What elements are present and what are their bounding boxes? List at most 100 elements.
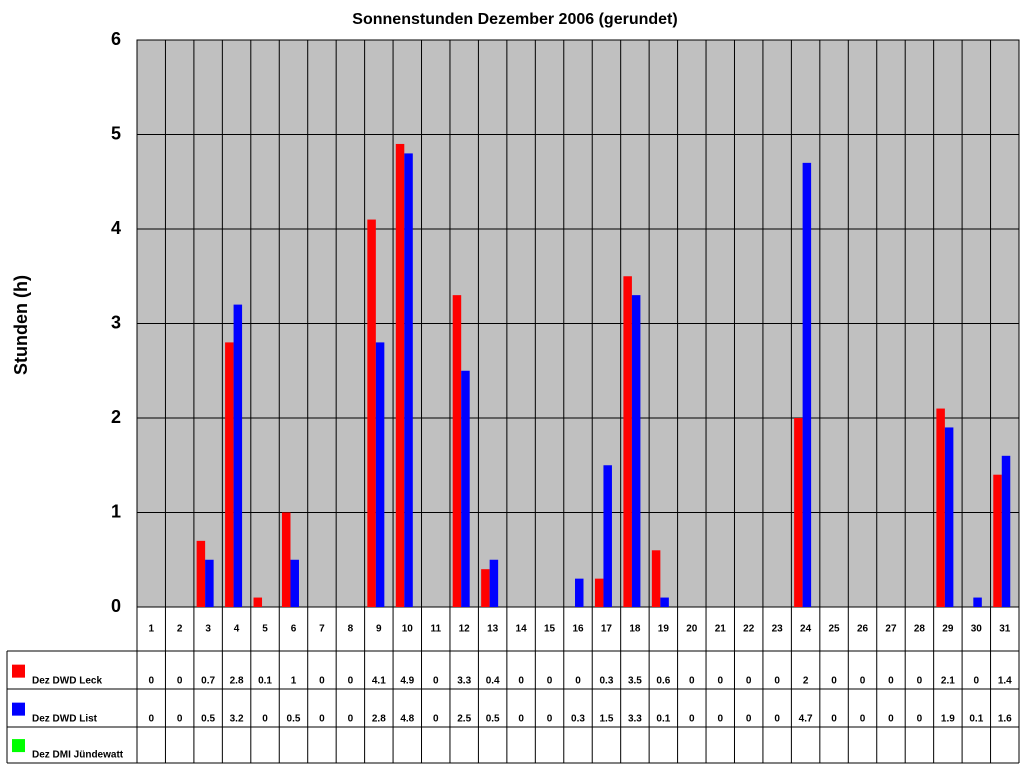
x-tick-label: 6 (291, 624, 297, 635)
table-value: 3.2 (230, 713, 244, 724)
legend-label: Dez DWD Leck (32, 675, 102, 686)
table-value: 0 (746, 713, 752, 724)
bar (481, 569, 490, 607)
x-tick-label: 10 (402, 624, 414, 635)
x-tick-label: 1 (148, 624, 154, 635)
y-tick-label: 0 (111, 596, 121, 616)
y-tick-label: 6 (111, 29, 121, 49)
legend-key (12, 664, 25, 678)
bar (290, 559, 299, 607)
bar (623, 276, 632, 607)
y-tick-label: 5 (111, 123, 121, 143)
table-value: 2 (803, 675, 809, 686)
bar (281, 512, 291, 607)
table-value: 1.9 (941, 713, 955, 724)
table-value: 0 (831, 713, 837, 724)
table-value: 0 (319, 675, 325, 686)
x-tick-label: 29 (942, 624, 954, 635)
table-value: 0.1 (258, 675, 272, 686)
x-tick-label: 19 (658, 624, 670, 635)
legend-label: Dez DWD List (32, 713, 98, 724)
table-value: 0.1 (969, 713, 983, 724)
table-value: 0 (575, 675, 581, 686)
bar (936, 408, 945, 607)
legend-key (12, 702, 25, 716)
x-tick-label: 15 (544, 624, 556, 635)
table-value: 0 (148, 713, 154, 724)
table-value: 2.5 (457, 713, 471, 724)
table-value: 1.4 (998, 675, 1012, 686)
table-value: 0 (974, 675, 980, 686)
table-value: 0 (689, 675, 695, 686)
bar (794, 418, 803, 607)
table-value: 0.1 (656, 713, 670, 724)
table-value: 3.3 (628, 713, 642, 724)
y-tick-label: 2 (111, 407, 121, 427)
x-tick-label: 13 (487, 624, 499, 635)
x-tick-label: 17 (601, 624, 613, 635)
table-value: 0.5 (201, 713, 215, 724)
bar (225, 342, 234, 607)
table-value: 0 (831, 675, 837, 686)
table-value: 0.6 (656, 675, 670, 686)
table-value: 3.3 (457, 675, 471, 686)
table-value: 0 (774, 713, 780, 724)
x-tick-label: 30 (971, 624, 983, 635)
table-value: 0 (689, 713, 695, 724)
bar (651, 550, 661, 607)
x-tick-label: 16 (572, 624, 584, 635)
table-value: 0 (917, 713, 923, 724)
x-tick-label: 24 (800, 624, 812, 635)
bar (944, 427, 954, 607)
table-value: 0.5 (287, 713, 301, 724)
x-tick-label: 21 (715, 624, 727, 635)
bar (395, 143, 405, 607)
bar (594, 578, 604, 607)
table-value: 0 (348, 713, 354, 724)
bar (205, 559, 214, 607)
table-value: 0 (888, 713, 894, 724)
table-value: 0 (319, 713, 325, 724)
x-tick-label: 2 (177, 624, 183, 635)
y-tick-label: 4 (111, 218, 121, 238)
bar (575, 578, 584, 607)
bar (631, 295, 641, 607)
bar (404, 153, 413, 607)
x-tick-label: 12 (459, 624, 471, 635)
bar (802, 162, 812, 607)
y-axis-label: Stunden (h) (11, 275, 31, 375)
x-tick-label: 5 (262, 624, 268, 635)
table-value: 0.5 (486, 713, 500, 724)
table-value: 0.7 (201, 675, 215, 686)
x-tick-label: 14 (516, 624, 528, 635)
table-value: 0 (860, 675, 866, 686)
bar (973, 597, 982, 607)
x-tick-label: 9 (376, 624, 382, 635)
table-value: 0.4 (486, 675, 500, 686)
table-value: 0 (888, 675, 894, 686)
x-tick-label: 7 (319, 624, 325, 635)
table-value: 0 (746, 675, 752, 686)
table-value: 0 (547, 675, 553, 686)
table-value: 0 (518, 713, 524, 724)
y-tick-label: 1 (111, 501, 121, 521)
table-value: 4.7 (799, 713, 813, 724)
table-value: 4.9 (400, 675, 414, 686)
table-value: 0 (348, 675, 354, 686)
table-value: 0 (774, 675, 780, 686)
table-value: 1 (291, 675, 297, 686)
x-tick-label: 18 (629, 624, 641, 635)
x-tick-label: 28 (914, 624, 926, 635)
table-value: 0 (177, 713, 183, 724)
bar (253, 597, 263, 607)
x-tick-label: 20 (686, 624, 698, 635)
table-value: 0 (917, 675, 923, 686)
table-value: 3.5 (628, 675, 642, 686)
table-value: 1.5 (599, 713, 613, 724)
table-value: 0 (717, 713, 723, 724)
bar (233, 304, 243, 607)
bar (375, 342, 385, 607)
table-value: 0.3 (599, 675, 613, 686)
table-value: 2.1 (941, 675, 955, 686)
